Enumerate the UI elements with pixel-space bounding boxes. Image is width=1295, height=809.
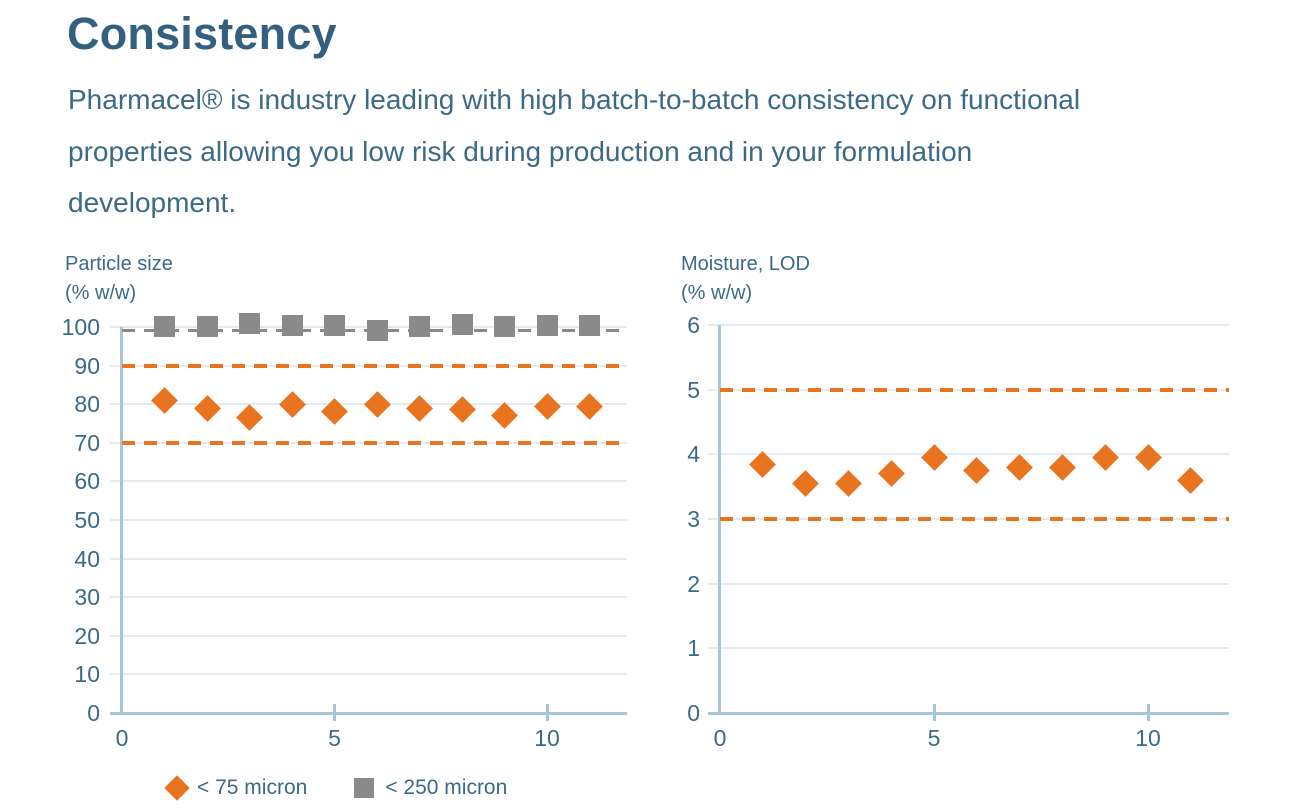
y-axis-label-6: 6: [687, 312, 700, 338]
data-point-diamond: [920, 444, 948, 471]
x-axis-label-0: 0: [713, 725, 727, 751]
gridline-y-4: [708, 453, 1229, 456]
intro-line-2: properties allowing you low risk during …: [68, 135, 973, 167]
right-chart-title: Moisture, LOD (% w/w): [681, 250, 810, 308]
y-axis-label-0: 0: [87, 700, 100, 726]
y-axis-label-50: 50: [74, 507, 100, 533]
data-point-diamond: [1177, 466, 1205, 494]
gridline-y-40: [110, 557, 627, 560]
y-axis-label-3: 3: [687, 506, 700, 532]
left-chart-title: Particle size (% w/w): [65, 250, 173, 308]
gridline-y-1: [708, 647, 1229, 650]
y-axis-label-70: 70: [74, 429, 100, 456]
gridline-y-6: [708, 324, 1229, 326]
data-point-square: [451, 314, 473, 336]
data-point-diamond: [1091, 444, 1119, 471]
intro-paragraph: Pharmacel® is industry leading with high…: [68, 74, 1080, 229]
x-axis-label-5: 5: [927, 725, 941, 751]
chart-legend: < 75 micron < 250 micron: [163, 774, 507, 802]
data-point-diamond: [1006, 453, 1034, 481]
limit-line-90: [122, 363, 627, 368]
x-axis-label-10: 10: [534, 725, 560, 751]
limit-line-3: [720, 517, 1229, 521]
limit-line-70: [122, 440, 627, 445]
x-axis-label-0: 0: [115, 725, 129, 751]
limit-line-5: [720, 387, 1229, 392]
data-point-square: [281, 314, 303, 336]
gridline-y-30: [110, 596, 627, 599]
x-axis-label-5: 5: [328, 725, 341, 751]
y-axis-label-2: 2: [687, 570, 700, 597]
x-axis-line: [708, 712, 1229, 715]
data-point-diamond: [877, 460, 905, 488]
x-tick-10: [1146, 704, 1150, 721]
intro-line-3: development.: [68, 187, 237, 218]
data-point-square: [196, 316, 218, 338]
y-axis-label-0: 0: [687, 700, 700, 726]
data-point-diamond: [963, 457, 991, 484]
y-axis-label-100: 100: [61, 314, 100, 340]
legend-diamond-icon: [164, 775, 190, 801]
legend-square-icon: [354, 778, 375, 798]
y-axis-label-10: 10: [74, 661, 100, 688]
x-tick-5: [932, 704, 936, 721]
left-chart-title-text: Particle size: [65, 253, 173, 275]
gridline-y-20: [110, 634, 627, 637]
data-point-square: [409, 315, 430, 337]
y-axis-label-30: 30: [74, 584, 100, 611]
page-title: Consistency: [67, 8, 337, 59]
data-point-square: [366, 320, 388, 342]
x-axis-line: [110, 712, 627, 715]
data-point-square: [536, 314, 558, 336]
data-point-diamond: [792, 469, 820, 497]
y-axis-line: [718, 325, 721, 713]
left-chart-unit: (% w/w): [65, 282, 137, 304]
y-axis-label-80: 80: [74, 391, 100, 418]
gridline-y-50: [110, 519, 627, 521]
gridline-y-10: [110, 673, 627, 676]
y-axis-label-1: 1: [687, 635, 700, 662]
legend-label-75-micron: < 75 micron: [197, 776, 308, 799]
data-point-square: [579, 314, 600, 336]
y-axis-label-40: 40: [74, 545, 100, 572]
intro-line-1: Pharmacel® is industry leading with high…: [68, 84, 1081, 115]
data-point-square: [324, 314, 345, 336]
data-point-diamond: [1134, 444, 1162, 471]
y-axis-label-90: 90: [74, 352, 100, 379]
gridline-y-60: [110, 480, 627, 483]
y-axis-label-20: 20: [74, 622, 100, 649]
y-axis-label-60: 60: [74, 468, 100, 495]
x-tick-5: [333, 704, 336, 721]
data-point-square: [239, 313, 260, 335]
data-point-square: [154, 315, 175, 337]
y-axis-label-5: 5: [687, 376, 700, 403]
right-chart-title-text: Moisture, LOD: [681, 253, 810, 275]
data-point-diamond: [834, 469, 862, 497]
y-axis-line: [120, 327, 123, 713]
data-point-square: [494, 315, 515, 337]
legend-label-250-micron: < 250 micron: [385, 776, 508, 799]
right-chart-unit: (% w/w): [681, 282, 753, 304]
x-tick-10: [545, 704, 549, 721]
x-axis-label-10: 10: [1135, 725, 1161, 751]
gridline-y-2: [708, 582, 1229, 585]
y-axis-label-4: 4: [687, 441, 700, 468]
data-point-diamond: [1048, 453, 1076, 481]
